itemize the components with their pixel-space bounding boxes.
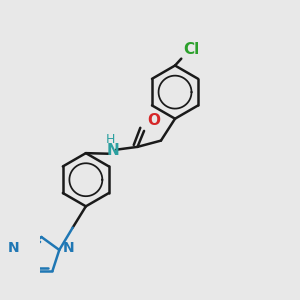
Text: N: N (63, 242, 75, 255)
Text: N: N (8, 242, 20, 255)
Text: N: N (107, 143, 119, 158)
Text: H: H (106, 133, 116, 146)
Text: Cl: Cl (184, 42, 200, 57)
Text: O: O (147, 113, 160, 128)
